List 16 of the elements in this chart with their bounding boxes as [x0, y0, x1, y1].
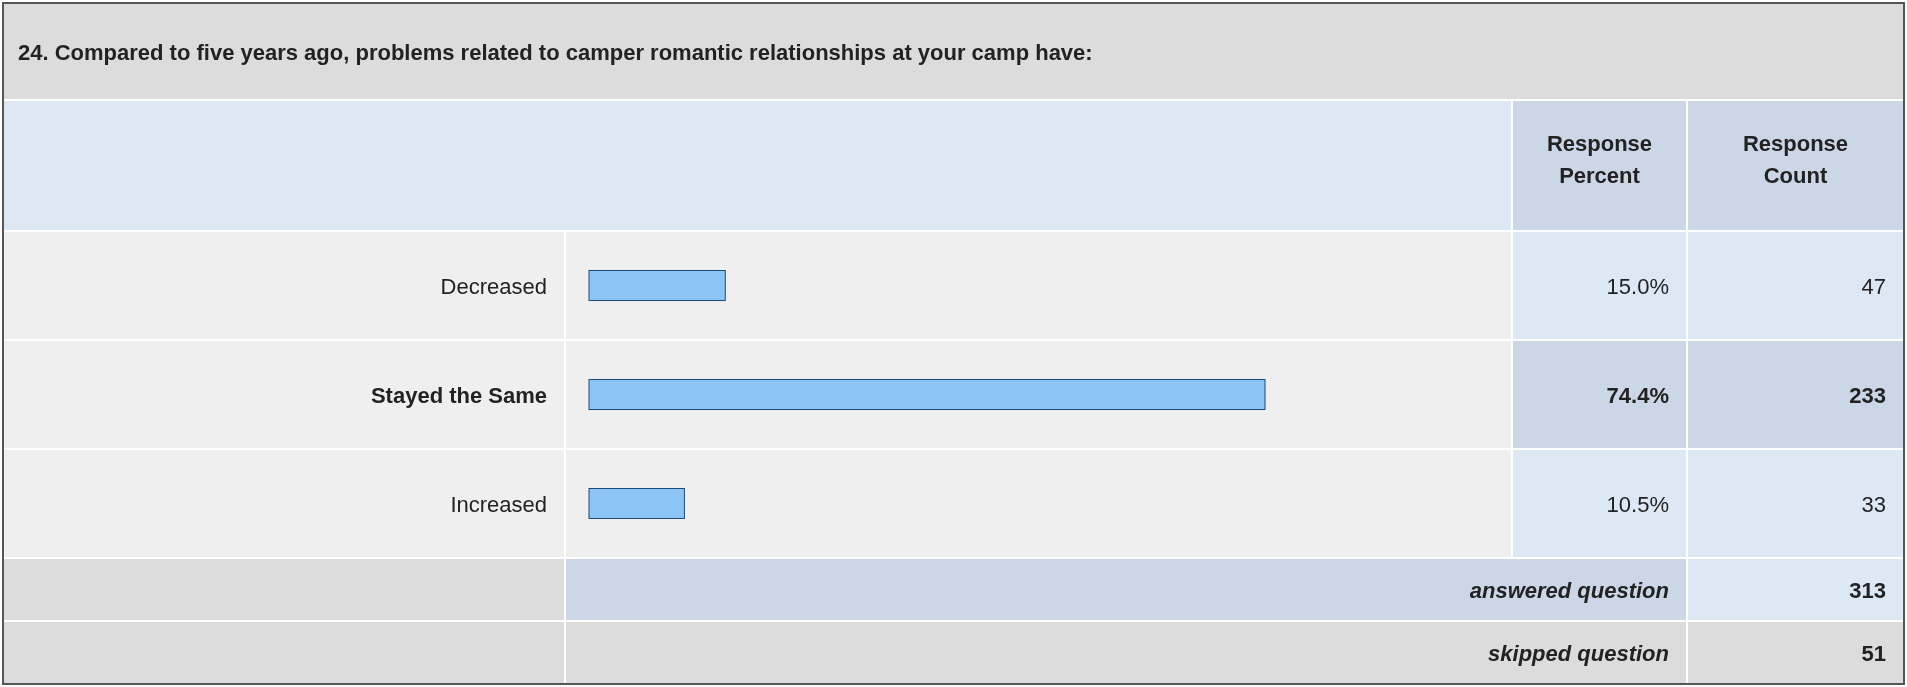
- data-label: 10.5%: [1606, 491, 1669, 517]
- data-label: 15.0%: [1606, 273, 1669, 299]
- data-label: 74.4%: [1606, 382, 1669, 408]
- text: 47: [1861, 273, 1886, 299]
- text: 51: [1861, 640, 1886, 666]
- chart-title: 24. Compared to five years ago, problems related to camper romantic relationships at your camp have:: [18, 40, 1093, 65]
- text: answered question: [1469, 577, 1669, 603]
- text: 313: [1849, 577, 1886, 603]
- text: 233: [1849, 382, 1886, 408]
- text: skipped question: [1488, 640, 1669, 666]
- text: Response Count: [1742, 131, 1849, 188]
- y-tick-label: Stayed the Same: [370, 382, 547, 408]
- text: 33: [1861, 491, 1886, 517]
- y-tick-label: Increased: [450, 491, 547, 517]
- text: Response Percent: [1546, 131, 1653, 188]
- y-tick-label: Decreased: [440, 273, 547, 299]
